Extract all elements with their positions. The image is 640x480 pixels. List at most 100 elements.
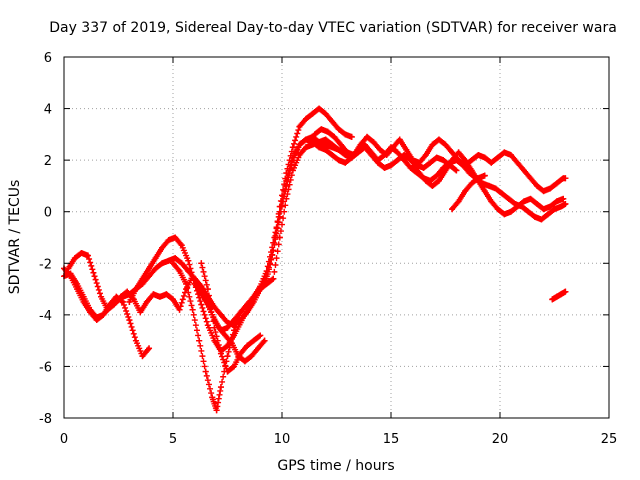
data-point [65, 265, 72, 272]
data-point [507, 208, 514, 215]
data-point [488, 198, 495, 205]
data-point [111, 301, 118, 308]
data-point [468, 167, 475, 174]
data-point [74, 286, 81, 293]
data-point [156, 293, 163, 300]
data-point [137, 309, 144, 316]
data-point [394, 149, 401, 156]
data-point [276, 208, 283, 215]
data-point [302, 115, 309, 122]
data-point [492, 185, 499, 192]
data-point [544, 211, 551, 218]
data-point [342, 131, 349, 138]
data-point [302, 136, 309, 143]
data-point [183, 280, 190, 287]
data-point [150, 291, 157, 298]
data-point [383, 151, 390, 158]
data-point [217, 311, 224, 318]
data-point [211, 317, 218, 324]
data-point [488, 159, 495, 166]
y-tick-label: 0 [44, 206, 52, 221]
data-point [196, 337, 203, 344]
data-point [296, 151, 303, 158]
data-point [211, 324, 218, 331]
data-point [540, 206, 547, 213]
data-point [449, 149, 456, 156]
series-markers [198, 260, 264, 375]
data-point [204, 286, 211, 293]
y-tick-label: 6 [44, 51, 52, 66]
data-point [520, 167, 527, 174]
series-track-5 [170, 136, 460, 414]
data-point [364, 133, 371, 140]
data-point [390, 144, 397, 151]
data-point [204, 322, 211, 329]
data-point [514, 159, 521, 166]
y-tick-labels: -8 -6 -4 -2 0 2 4 6 [39, 51, 52, 427]
series-track-11 [549, 288, 569, 303]
data-point [283, 195, 290, 202]
data-point [217, 327, 224, 334]
data-point [329, 141, 336, 148]
data-point [98, 293, 105, 300]
y-tick-label: -8 [39, 412, 52, 427]
data-point [159, 244, 166, 251]
data-point [527, 195, 534, 202]
data-point [104, 306, 111, 313]
data-point [152, 265, 159, 272]
data-point [270, 239, 277, 246]
data-point [381, 164, 388, 171]
data-point [224, 353, 231, 360]
data-point [217, 350, 224, 357]
data-point [433, 172, 440, 179]
data-point [132, 286, 139, 293]
data-point [475, 175, 482, 182]
data-point [244, 301, 251, 308]
data-point [224, 324, 231, 331]
data-point [209, 394, 216, 401]
data-point [257, 332, 264, 339]
y-tick-label: -6 [39, 360, 52, 375]
data-point [558, 291, 565, 298]
data-point [255, 345, 262, 352]
data-point [547, 203, 554, 210]
data-point [263, 280, 270, 287]
data-point [335, 146, 342, 153]
data-point [420, 164, 427, 171]
data-point [329, 151, 336, 158]
data-point [119, 298, 126, 305]
data-point [217, 384, 224, 391]
data-point [357, 141, 364, 148]
data-point [481, 154, 488, 161]
data-point [189, 306, 196, 313]
data-point [403, 146, 410, 153]
data-point [100, 311, 107, 318]
data-point [143, 298, 150, 305]
data-point [427, 159, 434, 166]
data-point [170, 260, 176, 267]
data-point [172, 255, 179, 262]
data-point [124, 288, 131, 295]
data-point [211, 304, 218, 311]
data-point [514, 203, 521, 210]
x-tick-label: 0 [60, 432, 68, 447]
data-point [335, 126, 342, 133]
data-point [71, 255, 78, 262]
data-point [525, 208, 532, 215]
data-point [337, 141, 344, 148]
data-point [416, 170, 423, 177]
data-point [455, 157, 462, 164]
axis-ticks [63, 56, 610, 419]
data-point [250, 293, 257, 300]
series-track-3 [65, 249, 268, 365]
data-point [329, 118, 336, 125]
data-point [558, 203, 565, 210]
data-point [117, 293, 124, 300]
data-point [244, 342, 251, 349]
data-point [146, 345, 153, 352]
data-point [527, 175, 534, 182]
data-point [93, 317, 100, 324]
data-point [165, 237, 172, 244]
data-point [311, 131, 318, 138]
